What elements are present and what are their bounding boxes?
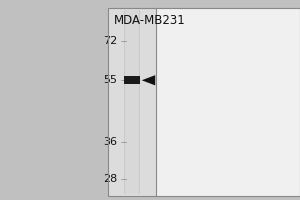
Text: 72: 72: [103, 36, 117, 46]
FancyBboxPatch shape: [124, 76, 140, 84]
Polygon shape: [142, 75, 155, 85]
FancyBboxPatch shape: [124, 10, 140, 194]
FancyBboxPatch shape: [156, 8, 300, 196]
Text: 28: 28: [103, 174, 117, 184]
FancyBboxPatch shape: [108, 8, 156, 196]
Text: 55: 55: [103, 75, 117, 85]
FancyBboxPatch shape: [125, 10, 139, 194]
Text: 36: 36: [103, 137, 117, 147]
Text: MDA-MB231: MDA-MB231: [114, 14, 186, 27]
